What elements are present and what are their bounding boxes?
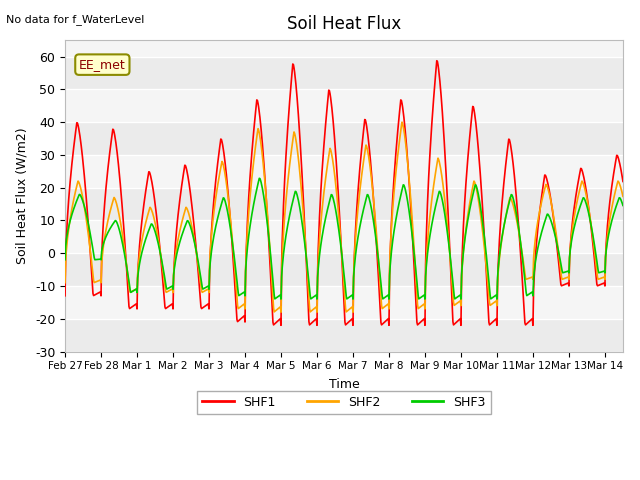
SHF2: [460, 248, 467, 254]
Bar: [65, 220, 623, 253]
SHF3: [122, 259, 130, 264]
Bar: [65, 253, 623, 286]
X-axis label: Time: Time: [328, 378, 360, 391]
SHF3: [301, 239, 308, 245]
SHF2: [398, 119, 406, 125]
Legend: SHF1, SHF2, SHF3: SHF1, SHF2, SHF3: [197, 391, 491, 414]
Bar: [65, 286, 623, 319]
Bar: [65, 57, 623, 89]
Title: Soil Heat Flux: Soil Heat Flux: [287, 15, 401, 33]
SHF1: [460, 222, 467, 228]
SHF1: [483, 271, 490, 277]
SHF2: [483, 265, 490, 271]
SHF2: [544, 186, 552, 192]
SHF1: [544, 180, 552, 186]
Line: SHF3: SHF3: [65, 178, 623, 299]
SHF2: [300, 219, 308, 225]
Text: No data for f_WaterLevel: No data for f_WaterLevel: [6, 14, 145, 25]
SHF2: [61, 280, 69, 286]
SHF2: [277, 309, 285, 315]
Bar: [65, 122, 623, 155]
SHF1: [207, 251, 214, 257]
Bar: [65, 155, 623, 188]
SHF1: [61, 293, 69, 299]
SHF2: [619, 193, 627, 199]
SHF3: [207, 259, 214, 265]
SHF3: [544, 211, 552, 217]
SHF2: [207, 249, 214, 255]
SHF1: [277, 323, 285, 328]
Line: SHF2: SHF2: [65, 122, 623, 312]
SHF3: [277, 296, 285, 302]
SHF1: [300, 209, 308, 215]
Bar: [65, 24, 623, 57]
SHF1: [619, 179, 627, 184]
Text: EE_met: EE_met: [79, 58, 125, 71]
Bar: [65, 89, 623, 122]
SHF2: [122, 256, 130, 262]
SHF3: [61, 257, 69, 263]
Y-axis label: Soil Heat Flux (W/m2): Soil Heat Flux (W/m2): [15, 128, 28, 264]
Bar: [65, 188, 623, 220]
SHF1: [122, 254, 130, 260]
SHF1: [433, 58, 440, 64]
SHF3: [460, 249, 467, 254]
SHF3: [483, 253, 490, 259]
SHF3: [619, 203, 627, 208]
SHF3: [255, 175, 263, 181]
Bar: [65, 319, 623, 351]
Line: SHF1: SHF1: [65, 61, 623, 325]
